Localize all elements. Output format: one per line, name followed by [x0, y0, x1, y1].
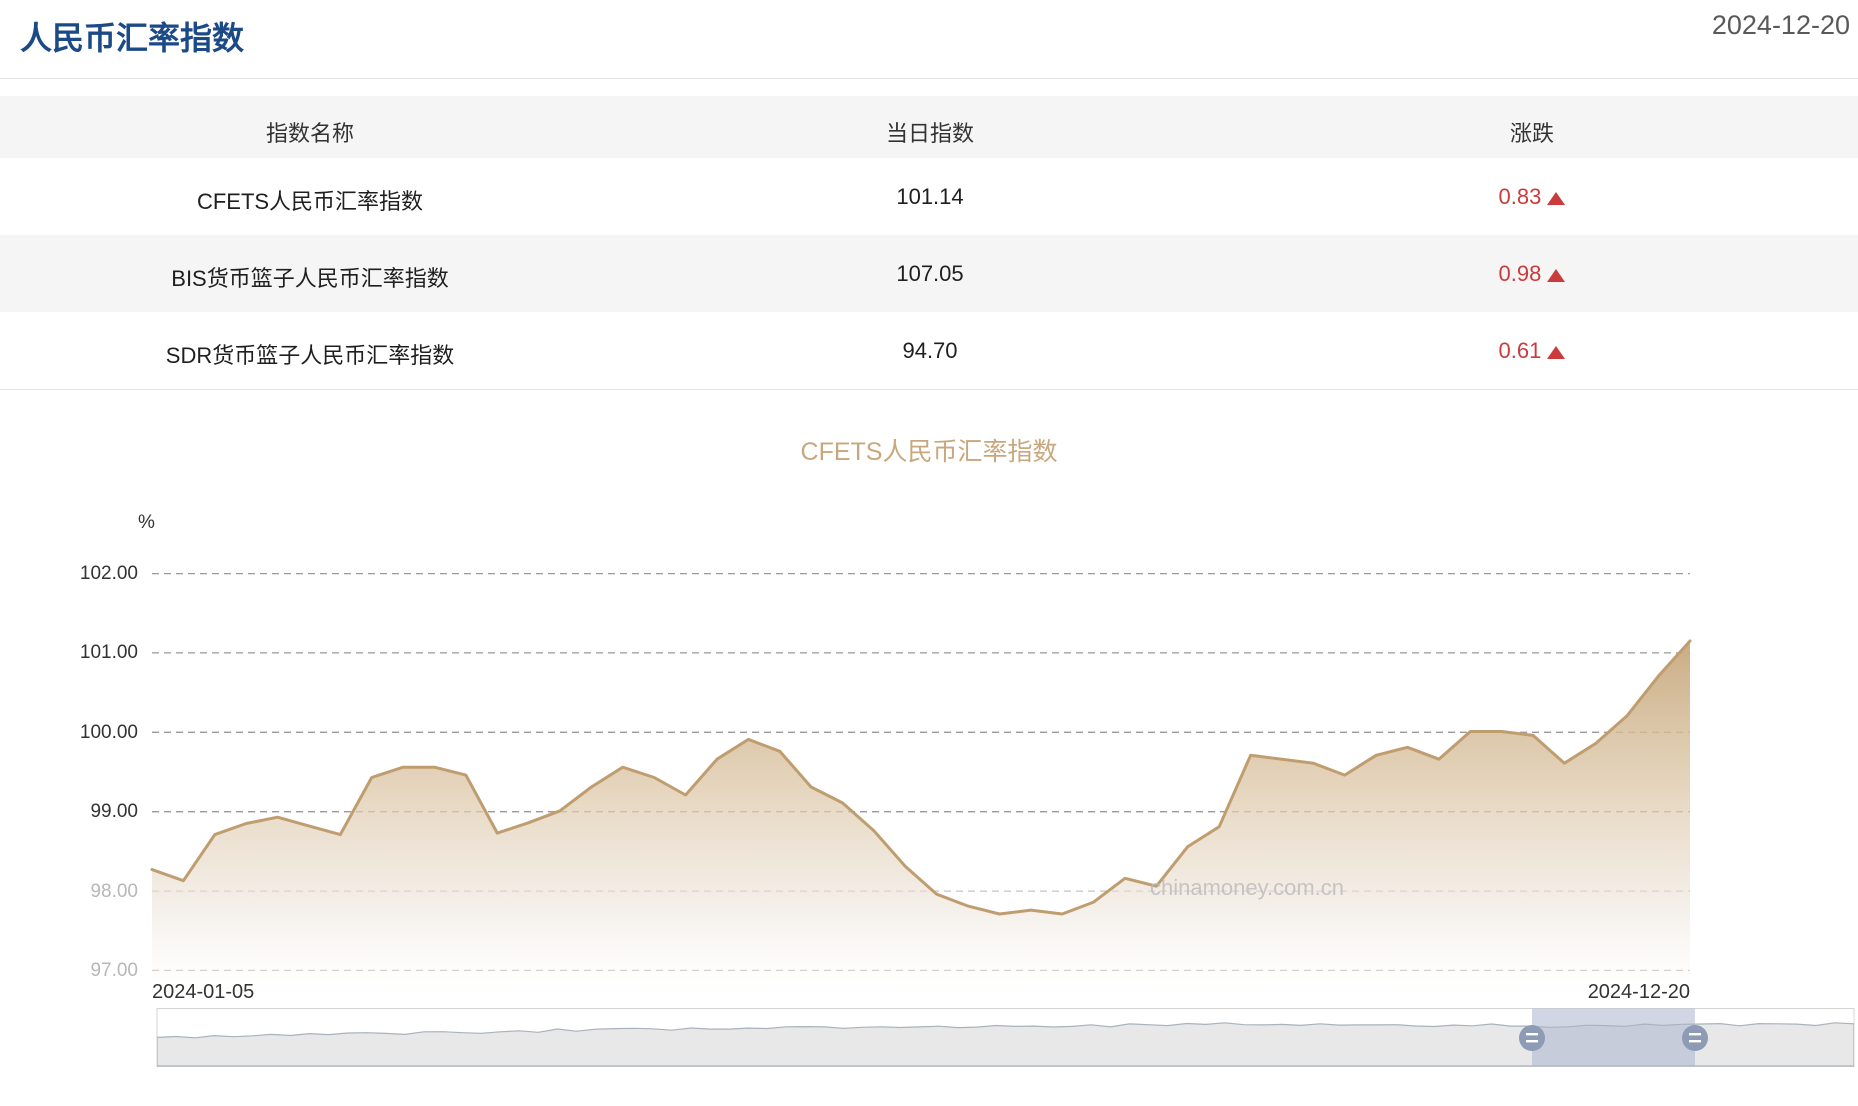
svg-text:100.00: 100.00 — [80, 722, 138, 743]
svg-text:98.00: 98.00 — [90, 881, 138, 902]
svg-text:97.00: 97.00 — [90, 960, 138, 981]
svg-text:2024-12-20: 2024-12-20 — [1588, 981, 1690, 1003]
svg-text:99.00: 99.00 — [90, 801, 138, 822]
svg-text:101.00: 101.00 — [80, 642, 138, 663]
svg-text:chinamoney.com.cn: chinamoney.com.cn — [1150, 875, 1344, 900]
svg-text:102.00: 102.00 — [80, 563, 138, 584]
svg-text:%: % — [138, 512, 155, 533]
svg-text:2024-01-05: 2024-01-05 — [152, 981, 254, 1003]
